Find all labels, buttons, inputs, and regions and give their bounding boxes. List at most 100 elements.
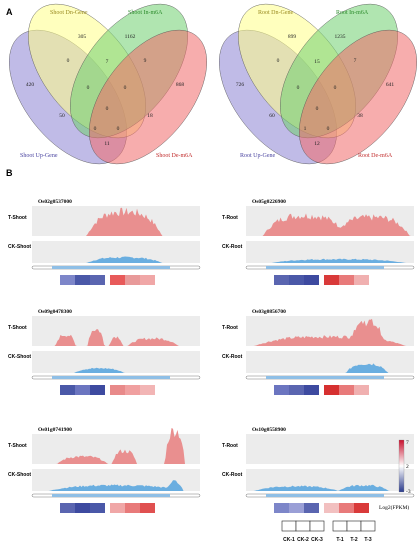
gene-id: Os09g0478300 xyxy=(38,309,72,315)
expression-heatmap-cell xyxy=(289,275,304,285)
venn-count: 0 xyxy=(87,85,90,91)
expression-heatmap-cell xyxy=(140,385,155,395)
expression-heatmap-cell xyxy=(304,503,319,513)
venn-count: 7 xyxy=(354,58,357,64)
ck-track-label: CK-Shoot xyxy=(8,244,31,250)
venn-count: 11 xyxy=(104,141,110,147)
expression-heatmap-cell xyxy=(304,385,319,395)
venn-count: 305 xyxy=(78,34,87,40)
ck-track-label: CK-Root xyxy=(222,244,243,250)
venn-count: 12 xyxy=(314,141,320,147)
sample-label: CK-2 xyxy=(297,537,309,543)
ck-track-label: CK-Root xyxy=(222,472,243,478)
heatmap-color-scale: 7 2 -3 Log2(FPKM) xyxy=(379,439,411,511)
gene-track-panel: Os02g0537000 T-Shoot CK-Shoot xyxy=(8,199,201,285)
venn-count: 1162 xyxy=(125,34,136,40)
color-scale-title: Log2(FPKM) xyxy=(379,504,409,511)
expression-heatmap-cell xyxy=(324,503,339,513)
sample-box xyxy=(295,520,311,532)
expression-heatmap-cell xyxy=(125,503,140,513)
expression-heatmap-cell xyxy=(289,503,304,513)
expression-heatmap-cell xyxy=(339,503,354,513)
expression-heatmap-cell xyxy=(140,275,155,285)
panel-b-label: B xyxy=(6,168,13,178)
venn-count: 0 xyxy=(124,85,127,91)
venn-count: 0 xyxy=(297,85,300,91)
expression-heatmap-cell xyxy=(90,275,105,285)
gene-id: Os05g0226900 xyxy=(252,199,286,205)
gene-exon xyxy=(266,376,384,379)
sample-box xyxy=(332,520,348,532)
expression-heatmap-cell xyxy=(324,385,339,395)
venn-count: 0 xyxy=(334,85,337,91)
color-scale-mid: 2 xyxy=(406,464,409,470)
ck-coverage xyxy=(246,258,414,263)
coverage-tracks: Os02g0537000 T-Shoot CK-Shoot Os05g0226900 T… xyxy=(8,199,415,513)
t-coverage xyxy=(246,213,414,236)
expression-heatmap-cell xyxy=(110,275,125,285)
expression-heatmap-cell xyxy=(339,275,354,285)
venn-count: 868 xyxy=(176,82,185,88)
venn-shoot-label-up: Shoot Up-Gene xyxy=(20,153,58,159)
expression-heatmap-cell xyxy=(110,503,125,513)
expression-heatmap-cell xyxy=(354,503,369,513)
venn-shoot-label-in: Shoot In-m6A xyxy=(128,10,163,16)
venn-count: 50 xyxy=(59,113,65,119)
ck-coverage xyxy=(246,484,414,491)
sample-label: T-1 xyxy=(336,537,343,543)
venn-count: 0 xyxy=(94,126,97,132)
gene-exon xyxy=(52,266,170,269)
venn-count: 38 xyxy=(357,113,363,119)
expression-heatmap-cell xyxy=(354,385,369,395)
venn-count: 641 xyxy=(386,82,395,88)
ck-track-background xyxy=(246,241,414,263)
t-track-background xyxy=(246,434,414,464)
expression-heatmap-cell xyxy=(274,275,289,285)
ck-coverage xyxy=(32,256,200,263)
t-track-label: T-Shoot xyxy=(8,215,27,221)
expression-heatmap-cell xyxy=(289,385,304,395)
t-track-label: T-Shoot xyxy=(8,325,27,331)
t-coverage xyxy=(32,428,200,464)
venn-count: 15 xyxy=(314,59,320,65)
panel-a-label: A xyxy=(6,7,13,17)
ck-coverage xyxy=(32,367,200,373)
gene-track-panel: Os10g0558900 T-Root CK-Root xyxy=(222,427,415,513)
venn-count: 1235 xyxy=(335,34,346,40)
gene-id: Os03g0856700 xyxy=(252,309,286,315)
ck-coverage xyxy=(246,363,414,373)
sample-label: T-3 xyxy=(364,537,371,543)
color-scale-min: -3 xyxy=(406,489,411,495)
ck-track-background xyxy=(32,469,200,491)
gene-track-panel: Os05g0226900 T-Root CK-Root xyxy=(222,199,415,285)
expression-heatmap-cell xyxy=(274,503,289,513)
gene-exon xyxy=(266,266,384,269)
venn-count: 60 xyxy=(269,113,275,119)
expression-heatmap-cell xyxy=(304,275,319,285)
sample-box xyxy=(360,520,376,532)
gene-exon xyxy=(52,376,170,379)
venn-shoot: Shoot Dn-Gene Shoot In-m6A Shoot Up-Gene… xyxy=(9,3,207,165)
sample-box xyxy=(346,520,362,532)
t-track-label: T-Root xyxy=(222,325,238,331)
expression-heatmap-cell xyxy=(274,385,289,395)
t-track-label: T-Shoot xyxy=(8,443,27,449)
expression-heatmap-cell xyxy=(60,385,75,395)
expression-heatmap-cell xyxy=(324,275,339,285)
ck-track-background xyxy=(32,351,200,373)
expression-heatmap-cell xyxy=(339,385,354,395)
gene-id: Os02g0537000 xyxy=(38,199,72,205)
expression-heatmap-cell xyxy=(60,503,75,513)
gene-exon xyxy=(52,494,170,497)
gene-id: Os01g0741900 xyxy=(38,427,72,433)
expression-heatmap-cell xyxy=(75,385,90,395)
ck-coverage xyxy=(32,480,200,491)
gene-track-panel: Os01g0741900 T-Shoot CK-Shoot xyxy=(8,427,201,513)
venn-shoot-label-de: Shoot De-m6A xyxy=(156,153,193,159)
venn-count: 0 xyxy=(277,58,280,64)
gene-track-panel: Os09g0478300 T-Shoot CK-Shoot xyxy=(8,309,201,395)
gene-exon xyxy=(266,494,384,497)
expression-heatmap-cell xyxy=(125,385,140,395)
venn-count: 0 xyxy=(106,106,109,112)
ck-track-background xyxy=(246,351,414,373)
